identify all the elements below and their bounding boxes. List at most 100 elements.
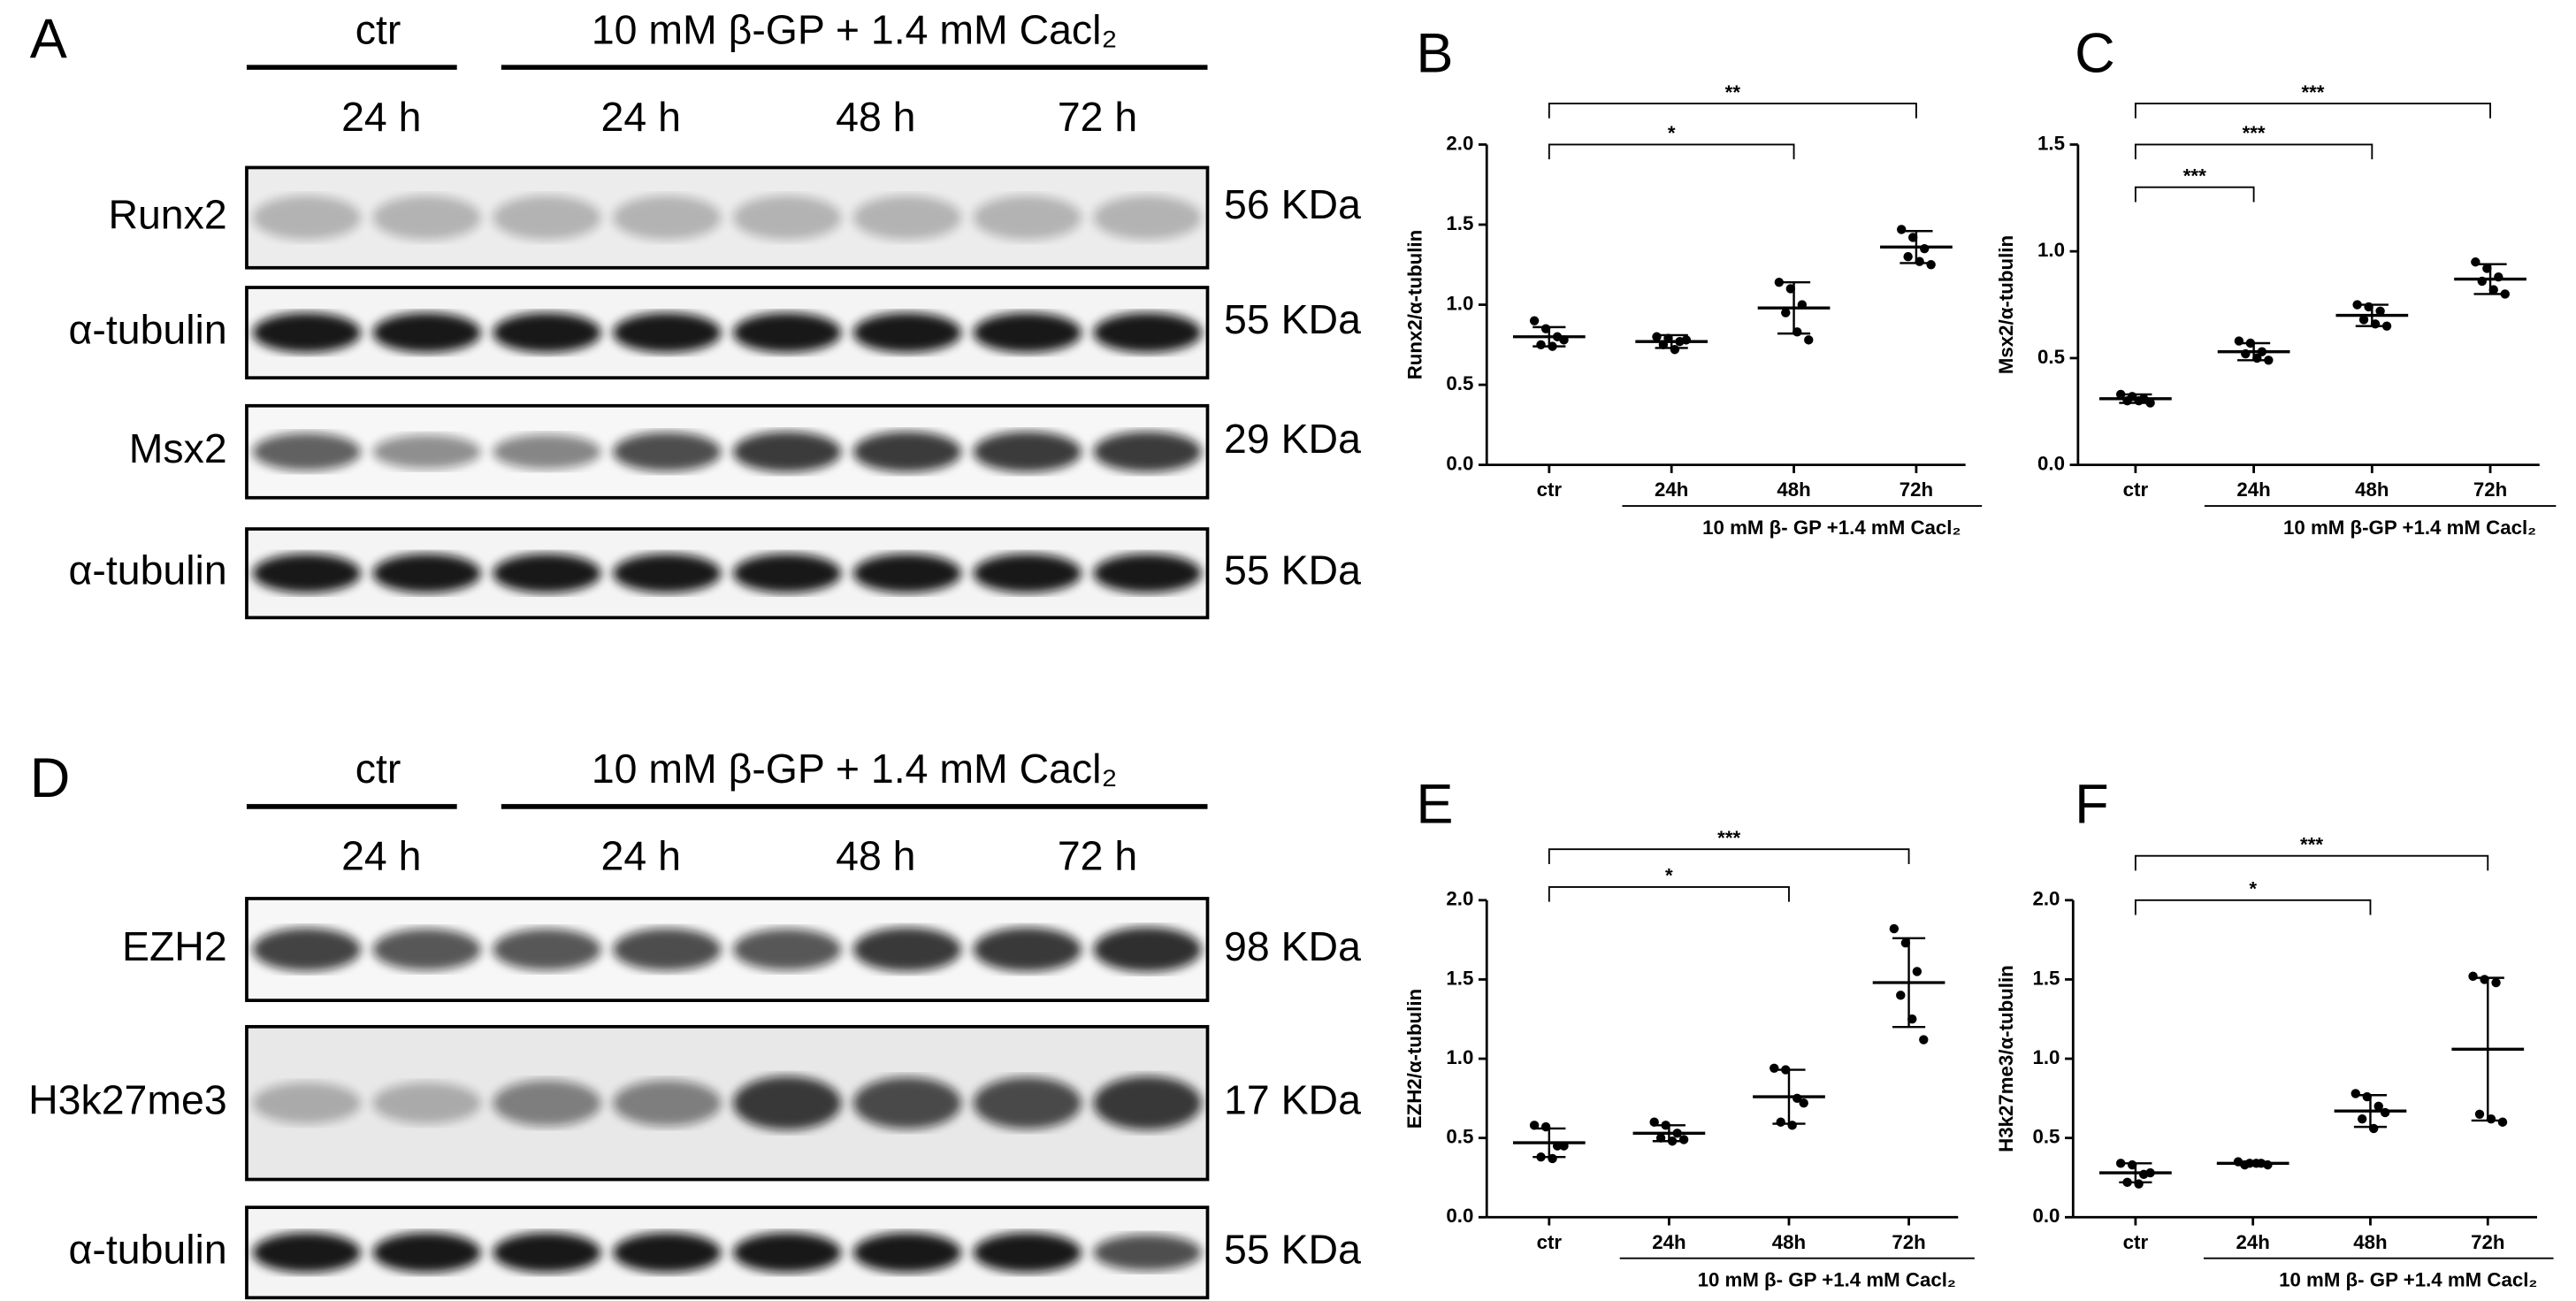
x-tick-label: ctr	[2123, 1231, 2149, 1253]
data-point	[2497, 1117, 2508, 1127]
band	[252, 312, 361, 353]
band	[613, 312, 722, 353]
x-tick-label: 24h	[2236, 1231, 2269, 1253]
x-tick-label: 24h	[2236, 478, 2270, 501]
panel-letter: B	[1416, 23, 1453, 85]
data-point	[1781, 308, 1791, 318]
size-label: 55 KDa	[1224, 547, 1361, 593]
protein-label: α-tubulin	[69, 306, 227, 352]
y-axis-label: Msx2/α-tubulin	[1995, 235, 2017, 374]
data-point	[1681, 335, 1692, 345]
size-label: 55 KDa	[1224, 1226, 1361, 1272]
protein-label: α-tubulin	[69, 1226, 227, 1272]
x-tick-label: 48h	[1772, 1231, 1806, 1253]
significance-bracket	[2134, 103, 2491, 119]
band	[852, 1076, 962, 1129]
data-point	[2474, 1109, 2485, 1119]
band	[252, 928, 361, 971]
data-point	[1889, 923, 1900, 934]
panel-letter: D	[30, 747, 71, 809]
band	[852, 927, 962, 972]
protein-label: H3k27me3	[28, 1076, 227, 1122]
significance-label: ***	[1717, 827, 1740, 849]
band	[852, 195, 962, 241]
panel-letter: F	[2075, 773, 2109, 835]
y-tick-label: 0.0	[1446, 1205, 1473, 1227]
band	[1093, 1075, 1202, 1130]
band	[852, 431, 962, 472]
data-point	[2351, 1089, 2360, 1098]
x-tick-label: 72h	[1900, 478, 1933, 501]
data-point	[2471, 257, 2480, 267]
y-tick-label: 1.0	[2037, 239, 2065, 261]
size-label: 29 KDa	[1224, 416, 1361, 462]
size-label: 98 KDa	[1224, 923, 1361, 969]
treatment-label: 10 mM β-GP + 1.4 mM Cacl₂	[592, 746, 1118, 792]
band	[1093, 312, 1202, 353]
band	[733, 1075, 842, 1130]
band	[613, 554, 722, 593]
band	[252, 1082, 361, 1124]
time-label: 48 h	[836, 94, 915, 140]
data-point	[1529, 316, 1540, 325]
band	[1093, 927, 1202, 972]
data-point	[1678, 1135, 1689, 1144]
band	[1093, 554, 1202, 593]
band	[613, 1232, 722, 1273]
data-point	[1897, 225, 1907, 234]
y-axis-label: H3k27me3/α-tubulin	[1995, 965, 2017, 1152]
band	[252, 554, 361, 593]
y-tick-label: 1.5	[2037, 132, 2065, 154]
size-label: 55 KDa	[1224, 296, 1361, 342]
data-point	[2373, 1101, 2383, 1112]
band	[973, 431, 1082, 472]
band	[613, 432, 722, 471]
treatment-label: 10 mM β-GP + 1.4 mM Cacl₂	[592, 6, 1118, 52]
significance-label: ***	[2301, 81, 2324, 103]
band	[372, 195, 481, 241]
band	[733, 312, 842, 353]
y-tick-label: 2.0	[1446, 132, 1473, 154]
x-tick-label: 24h	[1655, 478, 1688, 501]
band	[493, 554, 601, 593]
band	[733, 929, 842, 971]
x-tick-label: ctr	[1537, 1231, 1563, 1253]
significance-label: *	[1668, 122, 1676, 144]
data-point	[2491, 977, 2501, 988]
significance-bracket	[2134, 143, 2373, 160]
protein-label: Msx2	[129, 425, 227, 471]
protein-label: Runx2	[108, 191, 226, 237]
band	[1093, 431, 1202, 472]
time-label: 72 h	[1058, 94, 1137, 140]
band	[493, 195, 601, 241]
significance-bracket	[1548, 103, 1917, 119]
band	[613, 928, 722, 971]
band	[493, 1232, 601, 1273]
y-tick-label: 1.5	[1446, 212, 1473, 234]
x-tick-label: 48h	[1777, 478, 1810, 501]
band	[973, 927, 1082, 972]
x-tick-label: 72h	[2471, 1231, 2504, 1253]
panel-letter: E	[1416, 773, 1453, 835]
group-label: 10 mM β- GP +1.4 mM Cacl₂	[2279, 1269, 2537, 1291]
y-tick-label: 1.5	[2032, 967, 2060, 989]
data-point	[2358, 315, 2369, 325]
band	[372, 929, 481, 971]
time-label: 24 h	[601, 833, 681, 879]
time-label: 24 h	[341, 833, 421, 879]
significance-bracket	[2134, 854, 2489, 871]
band	[973, 312, 1082, 353]
band	[852, 554, 962, 593]
significance-bracket	[1548, 886, 1790, 902]
band	[973, 1232, 1082, 1273]
data-point	[1896, 991, 1906, 1000]
x-tick-label: 48h	[2353, 1231, 2387, 1253]
significance-label: ***	[2243, 122, 2266, 144]
y-tick-label: 1.5	[1446, 967, 1473, 989]
data-point	[1920, 243, 1930, 254]
band	[613, 1080, 722, 1127]
band	[372, 312, 481, 353]
group-label: 10 mM β-GP +1.4 mM Cacl₂	[2283, 517, 2536, 539]
significance-bracket	[2134, 899, 2372, 915]
data-point	[1776, 1117, 1785, 1127]
